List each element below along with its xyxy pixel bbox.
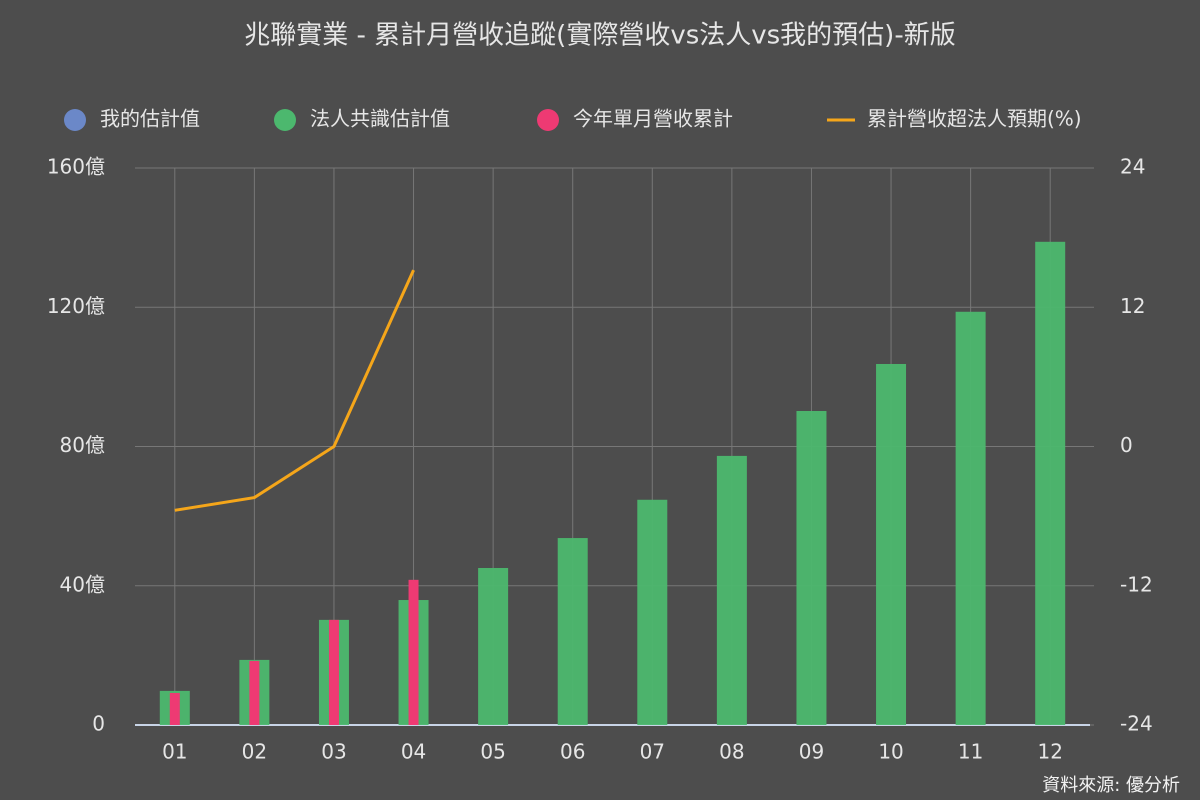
bar xyxy=(249,660,260,725)
bar xyxy=(637,499,668,725)
bar xyxy=(478,567,509,725)
x-tick-label: 04 xyxy=(401,740,426,764)
x-tick-label: 03 xyxy=(321,740,346,764)
bar xyxy=(796,410,827,725)
x-tick-label: 06 xyxy=(560,740,585,764)
y-tick-label: 120億 xyxy=(47,294,105,318)
y2-tick-label: 12 xyxy=(1120,294,1145,318)
x-tick-label: 08 xyxy=(719,740,744,764)
y2-tick-label: 0 xyxy=(1120,433,1133,457)
bar xyxy=(1035,241,1066,726)
bar xyxy=(557,538,588,725)
line xyxy=(174,269,415,512)
legend-label: 法人共識估計值 xyxy=(310,107,450,131)
bar xyxy=(716,455,747,725)
legend-swatch xyxy=(274,109,296,131)
y2-tick-label: -24 xyxy=(1120,712,1153,736)
y2-tick-label: 24 xyxy=(1120,155,1145,179)
bar xyxy=(408,579,419,725)
legend-swatch xyxy=(64,109,86,131)
y-tick-label: 80億 xyxy=(60,433,105,457)
y2-tick-label: -12 xyxy=(1120,572,1153,596)
legend-label: 累計營收超法人預期(%) xyxy=(867,107,1082,131)
x-tick-label: 01 xyxy=(162,740,187,764)
bar xyxy=(328,619,339,725)
bar xyxy=(876,363,907,725)
x-tick-label: 02 xyxy=(242,740,267,764)
legend-label: 今年單月營收累計 xyxy=(573,107,733,131)
x-tick-label: 05 xyxy=(480,740,505,764)
bar xyxy=(169,692,180,725)
y-tick-label: 0 xyxy=(92,712,105,736)
x-tick-label: 12 xyxy=(1037,740,1062,764)
x-tick-label: 09 xyxy=(799,740,824,764)
chart-title: 兆聯實業 - 累計月營收追蹤(實際營收vs法人vs我的預估)-新版 xyxy=(244,21,955,51)
bar xyxy=(955,311,986,725)
y-tick-label: 160億 xyxy=(47,155,105,179)
legend-label: 我的估計值 xyxy=(100,107,200,131)
legend-swatch xyxy=(537,109,559,131)
x-tick-label: 10 xyxy=(878,740,903,764)
x-tick-label: 11 xyxy=(958,740,983,764)
source: 資料來源: 優分析 xyxy=(1042,775,1180,796)
x-tick-label: 07 xyxy=(640,740,665,764)
y-tick-label: 40億 xyxy=(60,572,105,596)
